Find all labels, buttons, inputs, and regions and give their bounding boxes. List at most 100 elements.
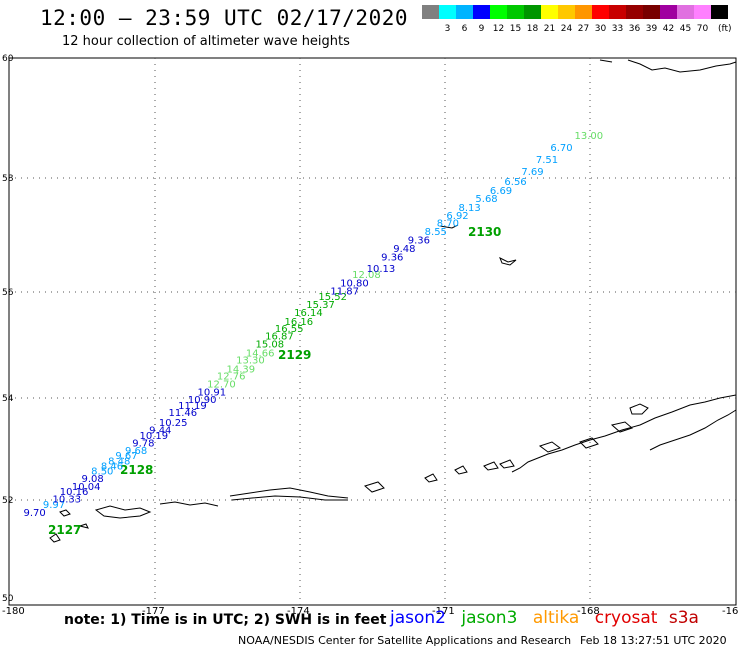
- swh-value: 9.48: [393, 244, 415, 255]
- swh-value: 10.19: [140, 431, 169, 442]
- swh-value: 8.46: [101, 461, 123, 472]
- swh-value: 9.78: [132, 438, 154, 449]
- track-labels: 2127 2128 2129 2130: [48, 225, 501, 537]
- swh-value: 13.00: [575, 131, 604, 142]
- color-swatch: [592, 5, 609, 19]
- swh-value: 14.39: [227, 365, 256, 376]
- lat-tick-labels: 60 58 56 54 52 50: [2, 54, 14, 604]
- color-swatch: [575, 5, 592, 19]
- color-scale-unit: (ft): [718, 24, 732, 34]
- swh-value: 13.30: [236, 356, 265, 367]
- swh-value: 10.25: [159, 418, 188, 429]
- swh-value: 16.55: [275, 324, 304, 335]
- color-swatch: [422, 5, 439, 19]
- color-scale-label: 30: [595, 24, 607, 34]
- swh-value: 9.70: [24, 508, 46, 519]
- lat-tick: 52: [2, 496, 13, 506]
- legend-entry-s3a: s3a: [668, 608, 699, 628]
- color-scale-label: 24: [561, 24, 573, 34]
- swh-value: 15.37: [306, 300, 335, 311]
- lon-tick: -171: [432, 606, 455, 617]
- color-swatch: [490, 5, 507, 19]
- color-scale-label: 12: [493, 24, 504, 34]
- swh-value: 15.52: [318, 292, 347, 303]
- swh-value: 15.08: [256, 340, 285, 351]
- footer-note: note: 1) Time is in UTC; 2) SWH is in fe…: [64, 612, 387, 628]
- swh-value: 8.50: [91, 467, 113, 478]
- color-scale-label: 27: [578, 24, 589, 34]
- swh-value: 10.16: [60, 487, 89, 498]
- swh-value: 11.46: [169, 408, 198, 419]
- color-scale-label: 9: [479, 24, 485, 34]
- swh-value: 6.70: [550, 143, 572, 154]
- swh-value: 8.70: [437, 218, 459, 229]
- lon-tick: -177: [142, 606, 165, 617]
- swh-value: 10.04: [72, 482, 101, 493]
- swh-value: 12.08: [352, 270, 381, 281]
- swh-value: 8.48: [108, 456, 130, 467]
- lon-tick: -174: [287, 606, 310, 617]
- swh-value: 12.76: [217, 371, 246, 382]
- swh-value-labels: 9.709.9710.3310.1610.049.088.508.468.489…: [24, 131, 604, 519]
- lon-tick-labels: -180 -177 -174 -171 -168 -16: [2, 606, 738, 617]
- color-swatch: [711, 5, 728, 19]
- color-scale-label: 18: [527, 24, 539, 34]
- swh-value: 16.87: [265, 332, 294, 343]
- swh-value: 7.69: [521, 167, 543, 178]
- color-swatch: [507, 5, 524, 19]
- swh-value: 11.19: [178, 401, 207, 412]
- lat-tick: 56: [2, 288, 14, 298]
- lon-tick: -168: [577, 606, 600, 617]
- swh-value: 10.80: [340, 278, 369, 289]
- swh-value: 11.87: [330, 287, 359, 298]
- graticule: [9, 58, 736, 605]
- swh-value: 7.51: [536, 155, 558, 166]
- swh-value: 16.14: [294, 308, 323, 319]
- lat-tick: 60: [2, 54, 14, 64]
- swh-value: 9.67: [115, 451, 137, 462]
- lon-tick: -16: [722, 606, 738, 617]
- swh-value: 8.55: [425, 227, 447, 238]
- lat-tick: 58: [2, 174, 14, 184]
- color-swatch: [660, 5, 677, 19]
- lon-tick: -180: [2, 606, 25, 617]
- color-swatch: [609, 5, 626, 19]
- lat-tick: 54: [2, 394, 14, 404]
- swh-value: 5.68: [475, 194, 497, 205]
- swh-value: 6.69: [490, 186, 512, 197]
- color-swatch: [524, 5, 541, 19]
- color-scale-label: 36: [629, 24, 641, 34]
- track-label: 2128: [120, 463, 153, 477]
- lat-tick: 50: [2, 594, 14, 604]
- color-scale-label: 21: [544, 24, 555, 34]
- coastline: [49, 59, 737, 543]
- swh-value: 6.56: [504, 177, 526, 188]
- swh-value: 9.08: [82, 474, 104, 485]
- swh-value: 9.36: [381, 253, 403, 264]
- swh-value: 12.70: [207, 379, 236, 390]
- legend-entry-jason2: jason2: [390, 608, 446, 628]
- footer-timestamp: Feb 18 13:27:51 UTC 2020: [580, 634, 727, 647]
- color-scale-label: 15: [510, 24, 521, 34]
- swh-value: 10.91: [198, 387, 227, 398]
- footer-credit: NOAA/NESDIS Center for Satellite Applica…: [238, 634, 572, 647]
- page-subtitle: 12 hour collection of altimeter wave hei…: [62, 34, 350, 49]
- color-scale-label: 39: [646, 24, 658, 34]
- color-scale-label: 70: [697, 24, 709, 34]
- color-scale-bar: 3 6 9 12 15 18 21 24 27 30 33 36 39 42 45 70 (ft): [422, 5, 732, 34]
- track-label: 2130: [468, 225, 501, 239]
- swh-value: 10.33: [53, 495, 82, 506]
- swh-value: 10.90: [188, 395, 217, 406]
- color-swatch: [456, 5, 473, 19]
- color-swatch: [677, 5, 694, 19]
- color-scale-label: 3: [445, 24, 451, 34]
- swh-value: 16.16: [285, 317, 314, 328]
- swh-value: 10.13: [367, 264, 396, 275]
- legend-entry-jason3: jason3: [461, 608, 518, 628]
- swh-value: 9.44: [149, 426, 171, 437]
- legend-entry-cryosat: cryosat: [594, 608, 658, 628]
- swh-value: 6.92: [446, 211, 468, 222]
- satellite-legend: jason2 jason3 altika cryosat s3a: [390, 608, 709, 628]
- legend-entry-altika: altika: [532, 608, 580, 628]
